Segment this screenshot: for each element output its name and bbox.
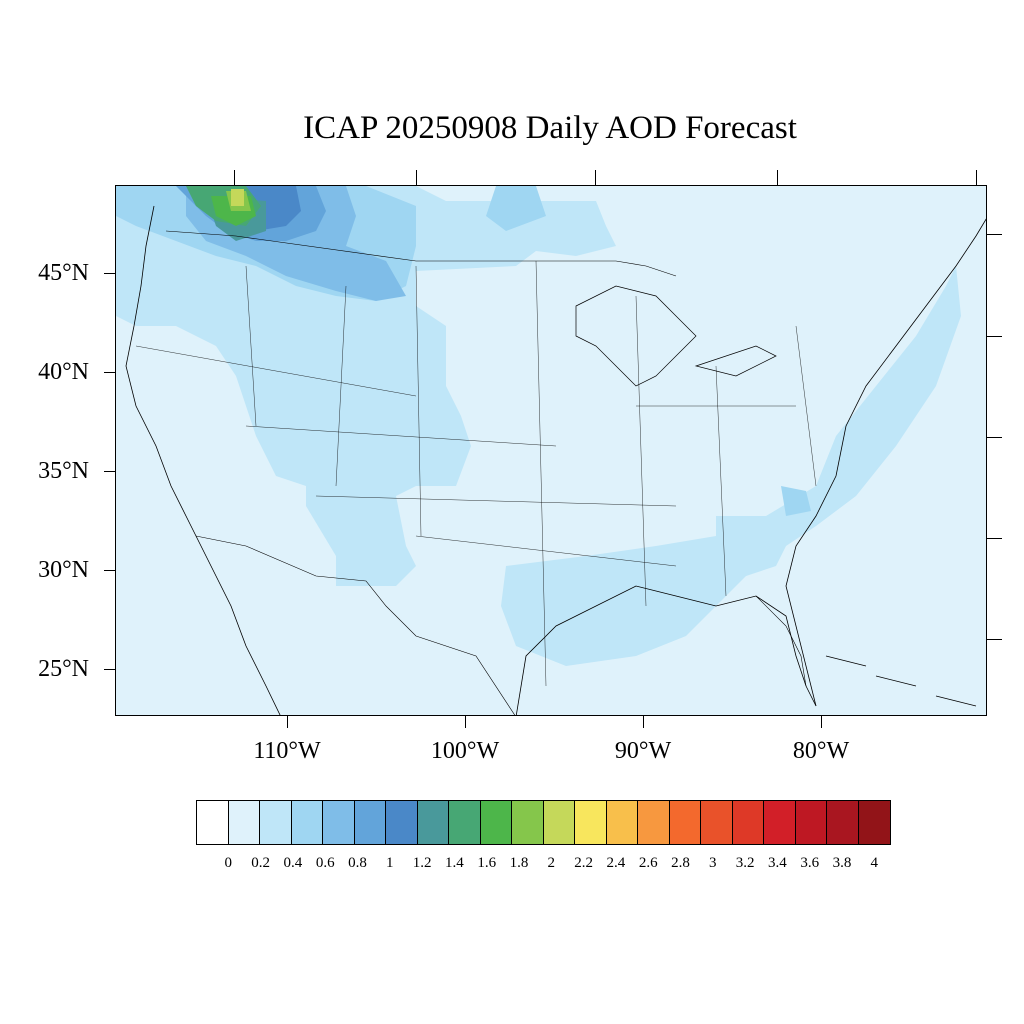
mexico-border bbox=[195, 535, 516, 715]
colorbar-label: 4 bbox=[870, 855, 879, 871]
lon-label-110: 110°W bbox=[253, 738, 321, 764]
colorbar-swatch bbox=[732, 801, 764, 844]
aod-region-plains bbox=[116, 186, 616, 586]
aod-map-svg bbox=[116, 186, 986, 715]
map-title: ICAP 20250908 Daily AOD Forecast bbox=[303, 110, 797, 146]
colorbar-label: 3 bbox=[709, 855, 717, 871]
tick-top-4 bbox=[777, 170, 778, 185]
tick-bottom-90 bbox=[643, 716, 644, 728]
colorbar-swatch bbox=[480, 801, 512, 844]
tick-top-5 bbox=[976, 170, 977, 185]
colorbar-label: 1.8 bbox=[509, 855, 529, 871]
colorbar-label: 3.6 bbox=[800, 855, 820, 871]
colorbar-label: 3.8 bbox=[832, 855, 852, 871]
colorbar-label: 0.6 bbox=[315, 855, 335, 871]
tick-left-45 bbox=[104, 273, 115, 274]
aod-region-nw-peak bbox=[231, 189, 244, 206]
tick-left-35 bbox=[104, 471, 115, 472]
state-lines-1 bbox=[245, 260, 817, 687]
tick-left-40 bbox=[104, 372, 115, 373]
colorbar-swatch bbox=[291, 801, 323, 844]
colorbar-swatch bbox=[386, 801, 418, 844]
colorbar-swatch bbox=[354, 801, 386, 844]
colorbar-swatch bbox=[606, 801, 638, 844]
lat-label-40: 40°N bbox=[38, 359, 89, 385]
colorbar-label: 0 bbox=[224, 855, 233, 871]
colorbar-swatch bbox=[701, 801, 733, 844]
tick-right-5 bbox=[987, 639, 1002, 640]
aod-region-east bbox=[716, 516, 796, 586]
tick-right-2 bbox=[987, 336, 1002, 337]
tick-right-4 bbox=[987, 538, 1002, 539]
colorbar-label: 1.2 bbox=[412, 855, 432, 871]
colorbar-label: 1.4 bbox=[445, 855, 464, 871]
colorbar-label: 2.8 bbox=[671, 855, 690, 871]
tick-left-25 bbox=[104, 669, 115, 670]
colorbar-swatch bbox=[323, 801, 355, 844]
lat-label-30: 30°N bbox=[38, 557, 89, 583]
tick-top-2 bbox=[416, 170, 417, 185]
colorbar-swatch bbox=[228, 801, 260, 844]
colorbar-swatch bbox=[795, 801, 827, 844]
colorbar-label: 2 bbox=[547, 855, 556, 871]
colorbar-swatch bbox=[669, 801, 701, 844]
tick-top-1 bbox=[234, 170, 235, 185]
tick-left-30 bbox=[104, 570, 115, 571]
tick-bottom-100 bbox=[465, 716, 466, 728]
colorbar-label: 0.4 bbox=[283, 855, 303, 871]
aod-region-south bbox=[501, 266, 961, 666]
colorbar-label: 2.2 bbox=[574, 855, 593, 871]
colorbar-label: 3.4 bbox=[768, 855, 787, 871]
colorbar-label: 1 bbox=[386, 855, 394, 871]
us-canada-border bbox=[165, 230, 677, 277]
lon-label-80: 80°W bbox=[792, 738, 850, 764]
west-coast bbox=[125, 205, 281, 715]
lon-label-100: 100°W bbox=[430, 738, 500, 764]
tick-right-3 bbox=[987, 437, 1002, 438]
colorbar bbox=[196, 800, 891, 845]
lon-label-90: 90°W bbox=[614, 738, 672, 764]
tick-bottom-110 bbox=[287, 716, 288, 728]
tick-top-3 bbox=[595, 170, 596, 185]
colorbar-swatch bbox=[260, 801, 292, 844]
lat-label-25: 25°N bbox=[38, 656, 89, 682]
aod-region-canada bbox=[486, 186, 546, 231]
lat-label-35: 35°N bbox=[38, 458, 89, 484]
colorbar-label: 2.4 bbox=[606, 855, 626, 871]
aod-map bbox=[115, 185, 987, 716]
aod-region-west bbox=[116, 186, 206, 316]
state-lines-2 bbox=[135, 345, 796, 567]
florida bbox=[755, 595, 807, 687]
colorbar-swatch bbox=[764, 801, 796, 844]
tick-bottom-80 bbox=[821, 716, 822, 728]
colorbar-swatch bbox=[417, 801, 449, 844]
colorbar-label: 0.2 bbox=[251, 855, 270, 871]
colorbar-swatch bbox=[638, 801, 670, 844]
aod-region-sc bbox=[781, 486, 811, 516]
lake-erie bbox=[694, 345, 777, 377]
colorbar-swatch bbox=[827, 801, 859, 844]
lat-label-45: 45°N bbox=[38, 260, 89, 286]
gulf-coast bbox=[515, 585, 817, 715]
great-lakes bbox=[575, 285, 697, 387]
colorbar-swatch bbox=[449, 801, 481, 844]
tick-right-1 bbox=[987, 234, 1002, 235]
colorbar-swatch bbox=[543, 801, 575, 844]
colorbar-swatch bbox=[858, 801, 890, 844]
map-borders bbox=[125, 205, 986, 715]
colorbar-label: 0.8 bbox=[348, 855, 367, 871]
colorbar-swatch bbox=[197, 801, 229, 844]
colorbar-label: 1.6 bbox=[477, 855, 497, 871]
colorbar-swatch bbox=[575, 801, 607, 844]
colorbar-label: 2.6 bbox=[638, 855, 658, 871]
aod-shading bbox=[116, 186, 961, 666]
colorbar-label: 3.2 bbox=[735, 855, 755, 871]
east-coast bbox=[785, 218, 986, 707]
caribbean-islands bbox=[825, 655, 977, 707]
colorbar-swatch bbox=[512, 801, 544, 844]
